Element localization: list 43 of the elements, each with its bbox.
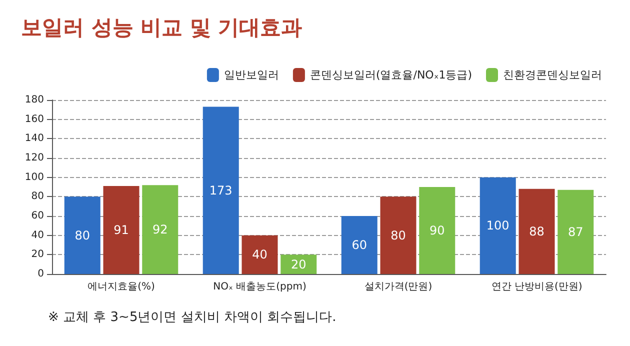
x-tick-label: 설치가격(만원) — [364, 282, 432, 292]
legend-label: 친환경콘덴싱보일러 — [503, 68, 602, 82]
bar — [242, 235, 278, 274]
data-label: 91 — [114, 223, 129, 238]
legend-label: 일반보일러 — [224, 68, 279, 82]
x-tick-label: 에너지효율(%) — [88, 282, 155, 292]
y-tick-label: 20 — [31, 249, 44, 260]
data-label: 87 — [568, 224, 584, 239]
y-tick-label: 100 — [24, 172, 44, 183]
bar — [142, 185, 178, 274]
x-tick-label: NOₓ 배출농도(ppm) — [213, 282, 306, 292]
y-tick-label: 180 — [24, 94, 44, 106]
bar — [518, 188, 555, 274]
y-tick-label: 80 — [31, 191, 44, 202]
data-label: 90 — [429, 224, 445, 238]
y-tick-label: 140 — [24, 133, 44, 144]
y-tick-label: 0 — [38, 268, 44, 280]
data-label: 60 — [352, 238, 368, 252]
data-label: 100 — [486, 218, 510, 233]
data-label: 40 — [252, 248, 268, 262]
bar — [341, 216, 378, 274]
bar — [480, 177, 516, 274]
bar — [280, 254, 317, 274]
bar — [419, 187, 456, 274]
data-label: 88 — [529, 224, 544, 238]
bar — [64, 196, 100, 274]
bar — [202, 106, 239, 274]
y-tick-label: 60 — [31, 210, 44, 222]
data-label: 92 — [152, 222, 168, 237]
y-tick-label: 120 — [24, 152, 44, 164]
data-label: 80 — [74, 228, 90, 242]
bar — [380, 196, 416, 274]
bar — [103, 186, 140, 274]
x-tick-label: 연간 난방비용(만원) — [491, 282, 582, 292]
legend-label: 콘덴싱보일러(열효율/NOₓ1등급) — [310, 68, 472, 82]
y-tick-label: 40 — [31, 230, 44, 241]
data-label: 80 — [390, 228, 406, 242]
chart-title: 보일러 성능 비교 및 기대효과 — [21, 16, 302, 40]
data-label: 173 — [209, 183, 232, 198]
data-label: 20 — [290, 257, 306, 272]
text: ※ 교체 후 3~5년이면 설치비 차액이 회수됩니다. — [48, 310, 336, 325]
bar — [558, 190, 594, 274]
y-tick-label: 160 — [24, 114, 44, 125]
